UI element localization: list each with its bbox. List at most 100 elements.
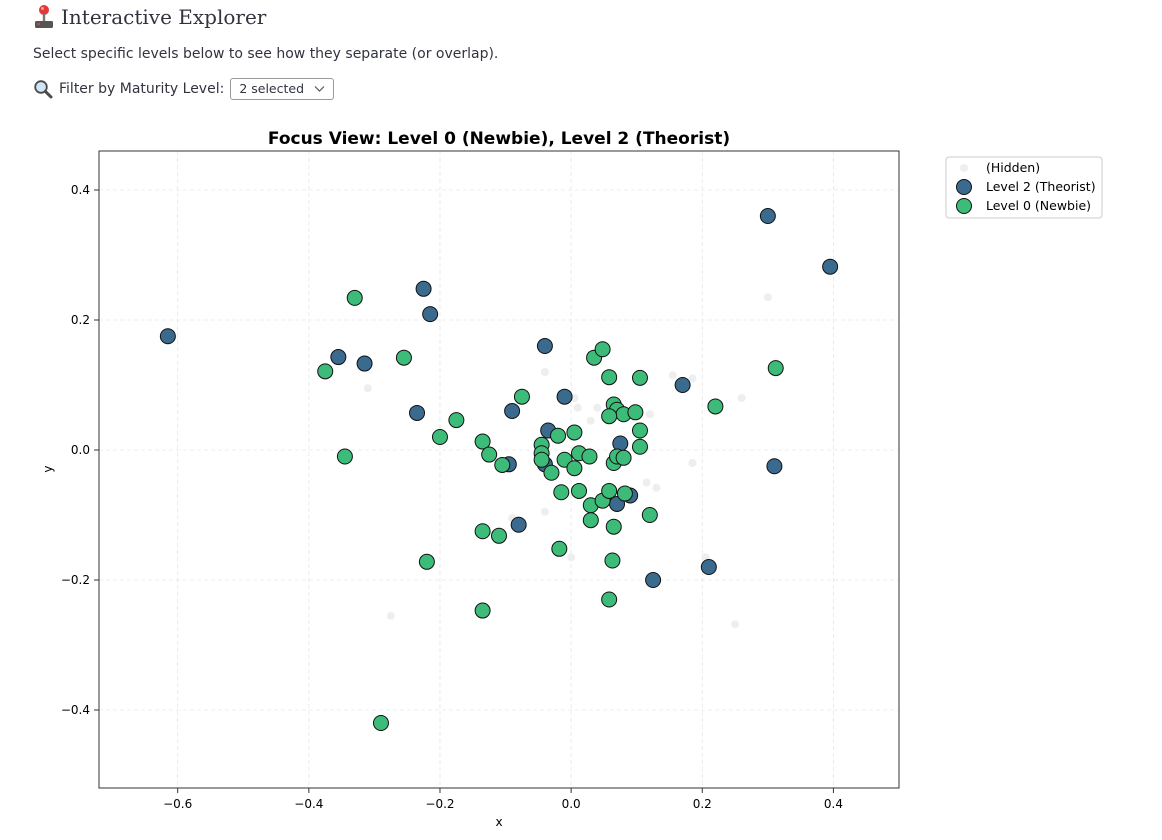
level-0-point bbox=[317, 363, 334, 380]
level-0-point bbox=[336, 448, 353, 465]
level-0-point bbox=[513, 388, 530, 405]
hidden-point bbox=[540, 507, 549, 516]
level-0-point bbox=[474, 602, 491, 619]
level-0-point bbox=[372, 715, 389, 731]
level-0-point bbox=[395, 349, 412, 366]
hidden-point bbox=[652, 483, 661, 492]
level-2-point bbox=[409, 404, 426, 421]
hidden-series bbox=[363, 293, 772, 629]
hidden-point bbox=[668, 371, 677, 380]
page-header: Interactive Explorer bbox=[33, 4, 266, 30]
level-0-point bbox=[553, 484, 570, 501]
level-2-point bbox=[504, 403, 521, 419]
level-0-point bbox=[448, 412, 465, 429]
level-0-point bbox=[550, 427, 567, 444]
x-tick-label: −0.6 bbox=[163, 797, 192, 811]
level-0-point bbox=[431, 429, 448, 445]
level-2-point bbox=[510, 516, 527, 533]
level-2-point bbox=[674, 377, 691, 393]
hidden-point bbox=[567, 553, 576, 562]
legend-frame bbox=[945, 156, 1103, 219]
level-0-point bbox=[601, 591, 618, 608]
x-tick-label: 0.4 bbox=[824, 797, 843, 811]
level-0-point bbox=[594, 341, 611, 358]
level-0-point bbox=[601, 408, 618, 425]
level-0-point bbox=[601, 369, 618, 386]
x-tick-label: −0.2 bbox=[425, 797, 454, 811]
hidden-point bbox=[593, 403, 602, 412]
level-0-point bbox=[533, 451, 550, 468]
level-2-point bbox=[159, 328, 176, 345]
legend-label-hidden: (Hidden) bbox=[986, 160, 1040, 175]
hidden-point bbox=[645, 410, 654, 419]
page-title: Interactive Explorer bbox=[61, 5, 267, 29]
level-0-point bbox=[543, 464, 560, 481]
level-0-point bbox=[707, 398, 724, 415]
filter-label: Filter by Maturity Level: bbox=[59, 81, 225, 97]
y-axis-label: y bbox=[41, 465, 55, 472]
x-tick-label: −0.4 bbox=[294, 797, 323, 811]
select-value: 2 selected bbox=[239, 81, 305, 96]
level-2-point bbox=[700, 559, 717, 575]
level-0-point bbox=[494, 456, 511, 473]
level-2-point bbox=[422, 306, 439, 323]
level-0-point bbox=[641, 507, 658, 523]
hidden-point bbox=[363, 384, 372, 393]
level-0-point bbox=[631, 422, 648, 439]
chart-title: Focus View: Level 0 (Newbie), Level 2 (T… bbox=[268, 129, 730, 149]
hidden-point bbox=[386, 611, 395, 620]
y-tick-label: 0.0 bbox=[71, 443, 90, 457]
level-0-point bbox=[631, 369, 648, 386]
level-2-point bbox=[415, 280, 432, 297]
level-0-point bbox=[474, 433, 491, 450]
y-tick-label: −0.2 bbox=[61, 573, 90, 587]
x-tick-label: 0.0 bbox=[562, 797, 581, 811]
filter-row: Filter by Maturity Level: 2 selected bbox=[33, 78, 335, 100]
chevron-down-icon bbox=[314, 85, 325, 92]
hidden-point bbox=[688, 374, 697, 383]
legend-marker-level-0 bbox=[956, 198, 972, 214]
maturity-level-select[interactable]: 2 selected bbox=[230, 78, 335, 100]
legend-marker-level-2 bbox=[956, 179, 972, 195]
level-2-point bbox=[556, 388, 573, 405]
hidden-point bbox=[573, 403, 582, 412]
level-0-point bbox=[605, 518, 622, 535]
x-axis-label: x bbox=[495, 815, 502, 829]
hidden-point bbox=[763, 293, 772, 302]
level-2-point bbox=[759, 208, 776, 224]
level-0-point bbox=[566, 460, 583, 477]
level-2-point bbox=[645, 572, 662, 588]
hidden-point bbox=[731, 620, 740, 629]
y-tick-label: 0.4 bbox=[71, 183, 90, 197]
level-0-point bbox=[616, 485, 633, 502]
level-0-point bbox=[566, 424, 583, 441]
level-0-point bbox=[474, 523, 491, 540]
level-0-point bbox=[551, 540, 568, 557]
legend-marker-hidden bbox=[960, 164, 968, 172]
visible-series bbox=[159, 208, 839, 731]
level-2-point bbox=[330, 349, 347, 366]
level-0-point bbox=[767, 360, 784, 377]
level-0-point bbox=[582, 512, 599, 529]
level-2-point bbox=[356, 355, 373, 372]
level-0-point bbox=[631, 438, 648, 455]
page-subtitle: Select specific levels below to see how … bbox=[33, 46, 499, 62]
plot-area-frame bbox=[98, 150, 900, 789]
hidden-point bbox=[737, 394, 746, 402]
level-2-point bbox=[766, 458, 783, 475]
level-0-point bbox=[491, 527, 507, 544]
level-0-point bbox=[418, 553, 435, 570]
level-2-point bbox=[536, 338, 553, 354]
y-tick-label: 0.2 bbox=[71, 313, 90, 327]
legend-label-level-0: Level 0 (Newbie) bbox=[986, 198, 1091, 213]
level-0-point bbox=[601, 482, 618, 499]
level-0-point bbox=[627, 404, 644, 421]
y-tick-label: −0.4 bbox=[61, 703, 90, 717]
hidden-point bbox=[642, 478, 651, 487]
hidden-point bbox=[688, 459, 697, 467]
hidden-point bbox=[540, 368, 549, 376]
joystick-icon bbox=[35, 5, 53, 28]
scatter-chart: Focus View: Level 0 (Newbie), Level 2 (T… bbox=[41, 129, 1103, 829]
legend: (Hidden) Level 2 (Theorist) Level 0 (New… bbox=[945, 156, 1103, 219]
chart-grid bbox=[99, 151, 899, 788]
